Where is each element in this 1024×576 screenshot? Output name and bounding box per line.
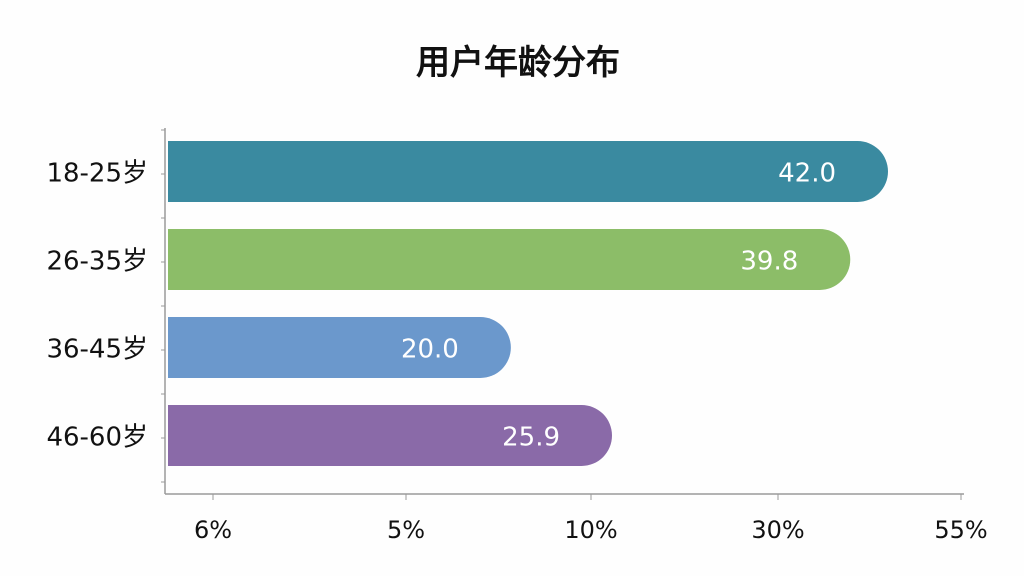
category-label: 46-60岁: [46, 423, 148, 453]
x-tick-labels: 6% 5% 10% 30% 55%: [194, 494, 988, 544]
bar-value-label: 20.0: [401, 335, 459, 365]
x-tick-label: 55%: [934, 516, 987, 544]
x-tick-label: 30%: [751, 516, 804, 544]
x-tick-label: 10%: [564, 516, 617, 544]
chart-title: 用户年龄分布: [416, 43, 620, 83]
bar: [168, 141, 888, 202]
bar-value-label: 39.8: [740, 247, 798, 277]
category-label: 36-45岁: [46, 335, 148, 365]
bar-value-label: 42.0: [778, 159, 836, 189]
category-labels: 18-25岁 26-35岁 36-45岁 46-60岁: [46, 159, 148, 453]
bars-group: 42.0 39.8 20.0 25.9: [168, 141, 888, 466]
axes: [161, 128, 964, 495]
bar-value-label: 25.9: [502, 423, 560, 453]
x-tick-label: 5%: [387, 516, 425, 544]
bar: [168, 405, 612, 466]
bar: [168, 317, 511, 378]
x-tick-label: 6%: [194, 516, 232, 544]
category-label: 18-25岁: [46, 159, 148, 189]
bar: [168, 229, 851, 290]
category-label: 26-35岁: [46, 247, 148, 277]
